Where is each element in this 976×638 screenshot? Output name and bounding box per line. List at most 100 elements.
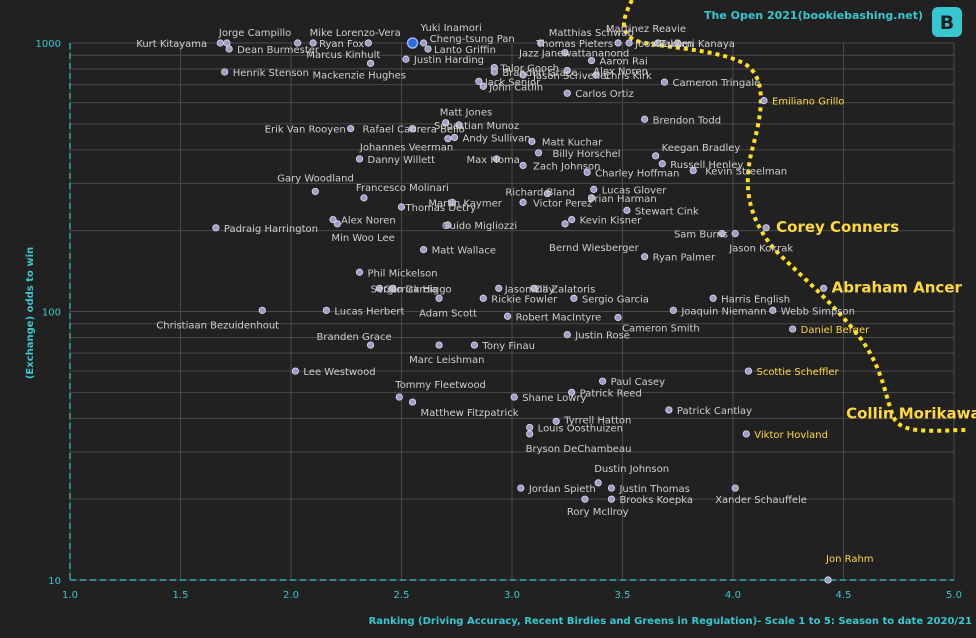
point-label: Sam Burns [674,230,728,241]
data-point [492,155,501,163]
data-point [561,49,569,57]
point-label: Charley Hoffman [595,168,679,179]
point-label: Ryan Fox [319,39,364,50]
point-label: Erik Van Rooyen [265,125,346,136]
point-label: Jason Day [504,284,555,295]
point-label: Henrik Stenson [233,68,309,79]
x-tick-label: 3.5 [615,590,631,601]
data-point [607,495,616,503]
data-point [517,484,525,492]
chart-title: The Open 2021(bookiebashing.net) [704,9,923,22]
bookiebashing-logo: B [932,7,962,37]
point-label: Matt Jones [440,108,493,119]
data-point [583,168,591,176]
point-label: Kevin Streelman [705,167,787,178]
point-label: Russell Henley [670,160,743,171]
x-tick-labels: 1.0 1.5 2.0 2.5 3.0 3.5 4.0 4.5 5.0 [62,590,962,601]
point-label: Matt Wallace [432,246,497,257]
data-point [614,313,622,322]
data-point [742,430,750,438]
data-point [389,284,397,292]
data-point [375,284,383,292]
point-label: Matthias Schwab [549,28,634,39]
data-point [435,294,443,302]
data-point [658,160,666,168]
data-point [640,115,649,123]
data-point [744,367,753,375]
point-label: Francesco Molinari [356,183,449,194]
data-point [397,203,406,211]
point-label: Carlos Ortiz [575,89,633,100]
data-point [503,312,512,320]
data-point [424,45,432,53]
data-point [789,325,797,333]
data-point [322,306,330,314]
data-point [568,388,576,396]
data-point [258,306,266,314]
data-point [490,68,498,76]
data-point [592,71,600,79]
point-label: Kevin Kisner [580,216,642,227]
data-point [408,398,417,406]
point-label: Bernd Wiesberger [549,243,640,254]
data-point [216,39,224,47]
data-points [212,37,832,584]
data-point [581,495,589,503]
axes [69,43,954,581]
point-label: Jorge Campillo [218,28,291,39]
point-label: Brian Harman [588,194,657,205]
point-label: Danny Willett [368,155,436,166]
data-point [495,284,503,292]
data-point [561,220,569,228]
point-label: Collin Morikawa [846,405,976,423]
point-label: Xander Schauffele [715,495,807,506]
point-label: Andy Sullivan [463,133,531,144]
point-label: Scottie Scheffler [756,367,839,378]
data-point [563,66,571,75]
data-point [590,185,598,193]
point-label: Jazz Janewattananond [518,49,629,60]
x-tick-label: 3.0 [504,590,520,601]
data-point [530,284,538,292]
point-label: Sergio Garcia [582,294,649,305]
point-label: Thomas Detry [405,203,477,214]
y-tick-label: 100 [42,308,61,319]
data-point [762,224,770,232]
data-point [607,484,616,492]
data-point [366,59,375,67]
data-point [824,576,832,584]
data-point [718,230,726,238]
point-label: Gary Woodland [277,173,354,184]
point-label: Takumi Kanaya [659,39,735,50]
point-label: Padraig Harrington [224,224,318,235]
data-point [563,331,571,339]
point-label: Rickie Fowler [491,294,558,305]
data-point [364,39,372,47]
point-label: Joaquin Niemann [680,306,766,317]
grid-lines [69,42,955,581]
point-label: Cheng-tsung Pan [430,34,515,45]
data-point [689,166,697,175]
point-label: Keegan Bradley [662,143,741,154]
point-label: Patrick Cantlay [677,406,752,417]
point-label: Mike Lorenzo-Vera [310,28,401,39]
point-label: Brendon Todd [653,115,721,126]
y-tick-label: 10 [48,576,61,587]
data-point [526,430,534,438]
data-point [475,77,483,85]
data-point [731,230,739,238]
point-label: Martinez Reavie [606,24,686,35]
logo-letter: B [940,12,954,34]
point-label: Richard Bland [505,188,575,199]
data-point [599,377,607,385]
point-label: John Catlin [488,82,543,93]
data-point [519,198,527,206]
point-label: Louis Oosthuizen [538,423,623,434]
point-label: Brandon Grace [502,68,577,79]
data-point [665,406,673,414]
x-tick-label: 1.5 [173,590,189,601]
data-point [223,39,231,47]
data-point [552,417,560,425]
data-point [731,484,739,492]
data-point [625,39,633,47]
